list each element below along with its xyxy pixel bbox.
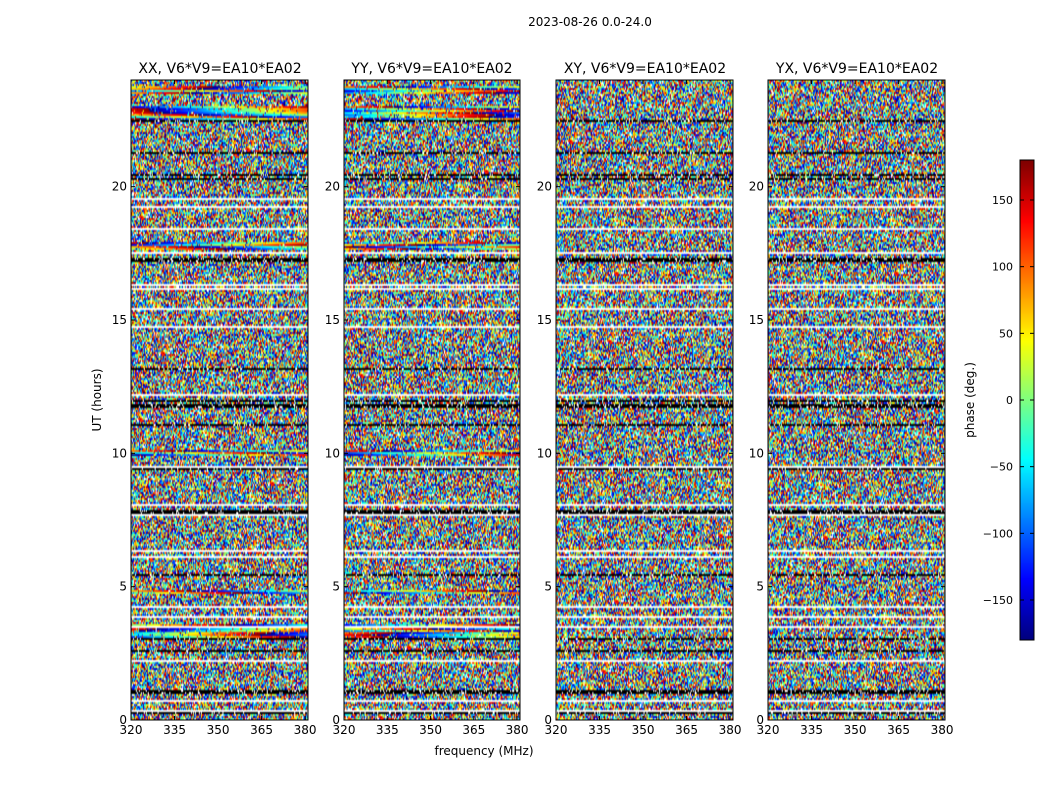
y-tick-label: 5	[119, 580, 127, 594]
x-tick-label: 335	[163, 723, 186, 737]
panel-yx-frame	[767, 79, 946, 721]
panel-xx-frame	[130, 79, 309, 721]
x-tick-label: 380	[719, 723, 742, 737]
colorbar: 150 100 50 0 −50 −100 −150 phase (deg.)	[963, 159, 1035, 641]
x-tick-label: 365	[887, 723, 910, 737]
x-tick-label: 320	[120, 723, 143, 737]
panel-xx: XX, V6*V9=EA10*EA02 320 335 350 365 380 0 5 10 1…	[112, 61, 317, 737]
colorbar-tick-label: 0	[1006, 394, 1013, 407]
x-tick-label: 350	[207, 723, 230, 737]
x-tick-label: 350	[419, 723, 442, 737]
x-tick-label: 350	[632, 723, 655, 737]
colorbar-tick-label: −100	[983, 527, 1013, 540]
colorbar-tick-label: 50	[999, 327, 1013, 340]
x-tick-label: 380	[931, 723, 954, 737]
y-tick-label: 20	[112, 180, 127, 194]
panel-xx-heatmap	[131, 80, 308, 720]
y-tick-label: 5	[332, 580, 340, 594]
panel-yx: YX, V6*V9=EA10*EA02 320 335 350 365 380 0 5 10 1…	[749, 61, 954, 737]
x-tick-label: 335	[376, 723, 399, 737]
panel-xx-axes: 320 335 350 365 380 0 5 10 15 20	[112, 80, 317, 737]
y-tick-label: 10	[325, 446, 340, 460]
x-tick-label: 365	[675, 723, 698, 737]
y-tick-label: 15	[112, 313, 127, 327]
y-tick-label: 5	[756, 580, 764, 594]
panel-yy: YY, V6*V9=EA10*EA02 320 335 350 365 380 0 5 10 1…	[325, 61, 529, 737]
y-tick-label: 10	[749, 446, 764, 460]
y-tick-label: 0	[544, 713, 552, 727]
panel-yy-heatmap	[344, 80, 520, 720]
x-tick-label: 335	[588, 723, 611, 737]
colorbar-label: phase (deg.)	[963, 362, 977, 438]
y-tick-label: 20	[749, 180, 764, 194]
y-tick-label: 0	[756, 713, 764, 727]
colorbar-tick-label: −50	[990, 461, 1013, 474]
panel-yx-axes: 320 335 350 365 380 0 5 10 15 20	[749, 80, 954, 737]
x-tick-label: 350	[844, 723, 867, 737]
y-tick-label: 0	[119, 713, 127, 727]
x-tick-label: 335	[800, 723, 823, 737]
colorbar-tick-label: 150	[992, 194, 1013, 207]
panel-xy: XY, V6*V9=EA10*EA02 320 335 350 365 380 0 5 10 1…	[537, 61, 742, 737]
x-tick-label: 365	[462, 723, 485, 737]
y-tick-label: 15	[537, 313, 552, 327]
y-tick-label: 20	[325, 180, 340, 194]
x-tick-label: 365	[250, 723, 273, 737]
y-axis-label: UT (hours)	[90, 368, 104, 431]
x-tick-label: 320	[333, 723, 356, 737]
y-tick-label: 0	[332, 713, 340, 727]
colorbar-tick-label: 100	[992, 261, 1013, 274]
panel-yx-heatmap	[768, 80, 945, 720]
panel-xy-title: XY, V6*V9=EA10*EA02	[564, 61, 726, 77]
panel-xy-heatmap	[556, 80, 733, 720]
y-tick-label: 10	[112, 446, 127, 460]
panel-yx-title: YX, V6*V9=EA10*EA02	[775, 61, 938, 77]
x-tick-label: 320	[545, 723, 568, 737]
x-axis-label: frequency (MHz)	[434, 744, 533, 758]
x-tick-label: 380	[506, 723, 529, 737]
colorbar-tick-label: −150	[983, 594, 1013, 607]
y-tick-label: 20	[537, 180, 552, 194]
colorbar-gradient	[1020, 160, 1034, 640]
figure-suptitle: 2023-08-26 0.0-24.0	[528, 15, 652, 29]
x-tick-label: 320	[757, 723, 780, 737]
panel-xy-frame	[555, 79, 734, 721]
panel-yy-frame	[343, 79, 521, 721]
y-tick-label: 15	[749, 313, 764, 327]
x-tick-label: 380	[294, 723, 317, 737]
y-tick-label: 10	[537, 446, 552, 460]
colorbar-ticks: 150 100 50 0 −50 −100 −150	[983, 194, 1034, 607]
panel-xy-axes: 320 335 350 365 380 0 5 10 15 20	[537, 80, 742, 737]
y-tick-label: 5	[544, 580, 552, 594]
panel-yy-title: YY, V6*V9=EA10*EA02	[350, 61, 512, 77]
panel-xx-title: XX, V6*V9=EA10*EA02	[138, 61, 301, 77]
y-tick-label: 15	[325, 313, 340, 327]
panel-yy-axes: 320 335 350 365 380 0 5 10 15 20	[325, 80, 529, 737]
